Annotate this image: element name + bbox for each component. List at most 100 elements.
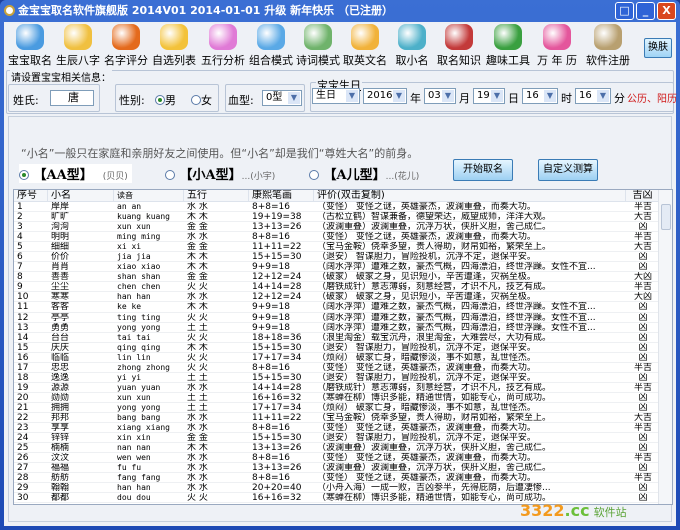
- type-aa-radio[interactable]: 【AA型】 (贝贝): [19, 164, 132, 183]
- date-type-value: 生日: [316, 90, 336, 101]
- table-row[interactable]: 14 台台 tai tai 火 火 18+18=36 （浪里淘金）载宝沉舟，浪里淘金，大难…: [14, 333, 672, 343]
- cell-index: 9: [17, 282, 23, 292]
- table-row[interactable]: 30 都都 dou dou 火 火 16+16=32 （寒蝉在柳）博识多能，精通世情，如能…: [14, 493, 672, 504]
- table-row[interactable]: 22 邦邦 bang bang 水 水 11+11=22 （宝马金鞍）侥幸多望，贵人得助，…: [14, 413, 672, 424]
- month-select[interactable]: 03 ▼: [424, 88, 456, 104]
- cell-nickname: 洵洵: [51, 222, 70, 232]
- toolbar-item-13[interactable]: 软件注册: [584, 24, 632, 68]
- column-header[interactable]: 康熙笔画: [249, 190, 314, 201]
- table-row[interactable]: 11 客客 ke ke 木 木 9+9=18 （阔水浮萍）遭难之数，豪杰气概，四海漂泊，终…: [14, 302, 672, 313]
- baby-info-title: 请设置宝宝相关信息：: [10, 69, 112, 84]
- toolbar-item-4[interactable]: 自选列表: [150, 24, 198, 68]
- cell-pinyin: xun xun: [117, 392, 151, 402]
- title-bar: 金宝宝取名软件旗舰版 2014V01 2014-01-01 升级 新年快乐 （已…: [0, 0, 680, 22]
- custom-calc-button[interactable]: 自定义测算: [538, 159, 598, 181]
- table-row[interactable]: 8 善善 shan shan 金 金 12+12=24 （破家） 破家之身，见识短小，辛苦…: [14, 272, 672, 283]
- cell-fortune: 凶: [638, 332, 648, 342]
- table-row[interactable]: 29 翰翰 han han 水 水 20+20=40 （小舟入海）一成一败，吉凶参半，先得…: [14, 483, 672, 494]
- table-row[interactable]: 18 逸逸 yi yi 土 土 15+15=30 （退安） 智谋胆力，冒险投机，沉浮不定，…: [14, 373, 672, 383]
- gender-female-radio[interactable]: 女: [190, 92, 213, 108]
- skin-button[interactable]: 换肤: [644, 38, 672, 58]
- table-row[interactable]: 2 旷旷 kuang kuang 木 木 19+19=38 （古松立鹤）智谋兼备，德望荣达…: [14, 212, 672, 223]
- start-naming-button[interactable]: 开始取名: [453, 159, 513, 181]
- column-header[interactable]: 评价(双击复制): [314, 190, 626, 201]
- toolbar-item-8[interactable]: 取英文名: [341, 24, 389, 68]
- toolbar-item-2[interactable]: 生辰八字: [54, 24, 102, 68]
- table-row[interactable]: 4 明明 ming ming 水 水 8+8=16 （变怪） 变怪之谜，英雄豪杰，波澜重叠…: [14, 232, 672, 243]
- cell-nickname: 客客: [51, 302, 70, 312]
- hour-unit: 时: [560, 90, 573, 106]
- cell-pinyin: shan shan: [117, 272, 161, 282]
- cell-evaluation: （破家） 破家之身，见识短小，辛苦遭逢，灾祸至极。: [317, 292, 536, 302]
- column-header[interactable]: 五行: [184, 190, 249, 201]
- toolbar-item-1[interactable]: 宝宝取名: [6, 24, 54, 68]
- cell-fortune: 半吉: [633, 382, 652, 392]
- table-row[interactable]: 7 肖肖 xiao xiao 木 木 9+9=18 （阔水浮萍）遭难之数，豪杰气概，四海漂…: [14, 262, 672, 273]
- minimize-button[interactable]: _: [636, 2, 655, 20]
- cell-pinyin: ming ming: [117, 232, 161, 242]
- table-row[interactable]: 9 尘尘 chen chen 火 火 14+14=28 （磨铁成针）意志薄弱，刻意经营，才…: [14, 282, 672, 293]
- toolbar-item-5[interactable]: 五行分析: [199, 24, 247, 68]
- cell-fortune: 半吉: [633, 453, 652, 463]
- table-row[interactable]: 13 勇勇 yong yong 土 土 9+9=18 （阔水浮萍）遭难之数，豪杰气概，四海…: [14, 323, 672, 333]
- table-row[interactable]: 20 勋勋 xun xun 土 土 16+16=32 （寒蝉在柳）博识多能，精通世情，如能…: [14, 393, 672, 403]
- minute-select[interactable]: 16 ▼: [575, 88, 611, 104]
- toolbar-item-9[interactable]: 取小名: [388, 24, 436, 68]
- table-row[interactable]: 21 拥拥 yong yong 土 土 17+17=34 （烦闷） 破家亡身，暗藏惨淡，事…: [14, 403, 672, 413]
- column-header[interactable]: 小名: [48, 190, 114, 201]
- table-row[interactable]: 19 源源 yuan yuan 水 水 14+14=28 （磨铁成针）意志薄弱，刻意经营，…: [14, 383, 672, 393]
- day-select[interactable]: 19 ▼: [473, 88, 505, 104]
- cell-strokes: 16+16=32: [252, 392, 302, 402]
- table-row[interactable]: 25 楠楠 nan nan 木 木 13+13=26 （波澜重叠）波澜重叠，沉浮万状，侠肝…: [14, 443, 672, 454]
- year-select[interactable]: 2016 ▼: [363, 88, 407, 104]
- table-row[interactable]: 26 汶汶 wen wen 水 水 8+8=16 （变怪） 变怪之谜，英雄豪杰，波澜重叠，…: [14, 453, 672, 464]
- surname-input[interactable]: 唐: [50, 90, 94, 106]
- table-row[interactable]: 3 洵洵 xun xun 金 金 13+13=26 （波澜重叠）波澜重叠，沉浮万状，侠肝义…: [14, 222, 672, 233]
- table-row[interactable]: 23 享享 xiang xiang 水 水 8+8=16 （变怪） 变怪之谜，英雄豪杰，波…: [14, 423, 672, 434]
- cell-pinyin: xun xun: [117, 222, 151, 232]
- cell-evaluation: （破家） 破家之身，见识短小，辛苦遭逢，灾祸至极。: [317, 272, 536, 282]
- toolbar-item-12[interactable]: 万 年 历: [533, 24, 581, 68]
- table-row[interactable]: 6 价价 jia jia 木 木 15+15=30 （退安） 智谋胆力，冒险投机，沉浮不定…: [14, 252, 672, 263]
- cell-index: 27: [17, 463, 29, 473]
- day-value: 19: [477, 90, 490, 101]
- hour-select[interactable]: 16 ▼: [522, 88, 558, 104]
- table-row[interactable]: 27 福福 fu fu 水 水 13+13=26 （波澜重叠）波澜重叠，沉浮万状，侠肝义胆…: [14, 463, 672, 474]
- table-row[interactable]: 10 寒寒 han han 水 水 12+12=24 （破家） 破家之身，见识短小，辛苦遭…: [14, 292, 672, 303]
- blood-type-select[interactable]: 0型 ▼: [262, 90, 302, 106]
- maximize-button[interactable]: □: [615, 2, 634, 20]
- toolbar-item-7[interactable]: 诗词模式: [294, 24, 342, 68]
- table-row[interactable]: 15 庆庆 qing qing 木 木 15+15=30 （退安） 智谋胆力，冒险投机，沉…: [14, 343, 672, 353]
- cell-pinyin: jia jia: [117, 252, 151, 262]
- column-header[interactable]: 序号: [14, 190, 48, 201]
- toolbar-item-10[interactable]: 取名知识: [435, 24, 483, 68]
- gender-male-radio[interactable]: 男: [154, 92, 177, 108]
- cell-nickname: 价价: [51, 252, 70, 262]
- type-aer-radio[interactable]: 【A儿型】...(花儿): [309, 164, 419, 183]
- toolbar-item-6[interactable]: 组合模式: [247, 24, 295, 68]
- table-row[interactable]: 17 忠忠 zhong zhong 火 火 8+8=16 （变怪） 变怪之谜，英雄豪杰，波…: [14, 363, 672, 373]
- date-type-select[interactable]: 生日 ▼: [312, 88, 360, 104]
- calendar-type-label[interactable]: 公历、阳历: [627, 94, 677, 105]
- cell-index: 6: [17, 252, 23, 262]
- table-row[interactable]: 28 舫舫 fang fang 水 水 8+8=16 （变怪） 变怪之谜，英雄豪杰，波澜重…: [14, 473, 672, 484]
- cell-fortune: 大吉: [633, 212, 652, 222]
- cell-wuxing: 木 木: [187, 252, 208, 262]
- type-xa-radio[interactable]: 【小A型】...(小宇): [165, 164, 275, 183]
- toolbar-item-11[interactable]: 趣味工具: [484, 24, 532, 68]
- scrollbar-thumb[interactable]: [661, 204, 671, 230]
- type-xa-example: ...(小宇): [241, 172, 276, 182]
- surname-group: [8, 84, 100, 112]
- table-row[interactable]: 12 亭亭 ting ting 火 火 9+9=18 （阔水浮萍）遭难之数，豪杰气概，四海…: [14, 313, 672, 323]
- column-header[interactable]: 吉凶: [626, 190, 660, 201]
- toolbar-item-3[interactable]: 名字评分: [102, 24, 150, 68]
- table-row[interactable]: 1 岸岸 an an 水 水 8+8=16 （变怪） 变怪之谜，英雄豪杰，波澜重叠，而奏大…: [14, 202, 672, 213]
- vertical-scrollbar[interactable]: [658, 190, 672, 504]
- table-row[interactable]: 16 临临 lin lin 火 火 17+17=34 （烦闷） 破家亡身，暗藏惨淡，事不如…: [14, 353, 672, 363]
- table-row[interactable]: 24 锌锌 xin xin 金 金 15+15=30 （退安） 智谋胆力，冒险投机，沉浮不…: [14, 433, 672, 444]
- cell-pinyin: ke ke: [117, 302, 142, 312]
- column-header[interactable]: 读音: [114, 190, 184, 201]
- table-row[interactable]: 5 细细 xi xi 金 金 11+11=22 （宝马金鞍）侥幸多望，贵人得助，财帛如裕，…: [14, 242, 672, 253]
- cell-strokes: 8+8=16: [252, 423, 290, 433]
- close-button[interactable]: X: [657, 2, 676, 20]
